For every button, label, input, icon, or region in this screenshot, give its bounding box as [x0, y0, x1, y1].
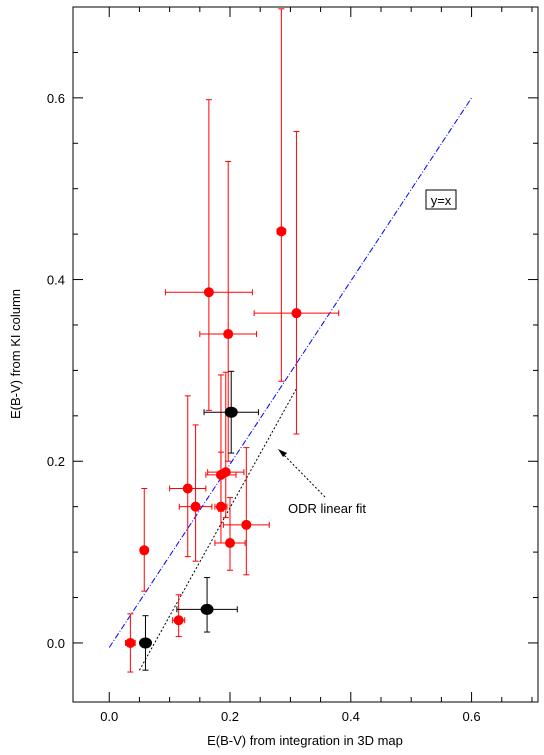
marker: [276, 226, 287, 237]
black-data-point: [203, 370, 259, 454]
red-data-point: [253, 130, 340, 435]
red-data-point: [139, 488, 150, 592]
red-data-point: [125, 613, 136, 673]
identity-line: [108, 97, 472, 648]
x-tick-label: 0.2: [221, 709, 239, 724]
red-data-point: [207, 371, 245, 519]
red-data-point: [164, 99, 253, 411]
plot-frame: [72, 6, 539, 703]
marker: [220, 467, 231, 478]
x-tick-label: 0.0: [100, 709, 118, 724]
fit-arrow-head: [278, 449, 287, 457]
marker: [190, 501, 201, 512]
marker: [215, 501, 226, 512]
yx-label-box: [425, 189, 457, 210]
red-data-point: [276, 8, 287, 382]
marker: [241, 519, 252, 530]
marker: [291, 308, 302, 319]
data-points-layer: [125, 8, 340, 673]
fit-arrow-line: [280, 451, 326, 498]
y-tick-label: 0.2: [47, 454, 65, 469]
marker: [139, 545, 150, 556]
marker: [173, 615, 184, 626]
x-axis-label: E(B-V) from integration in 3D map: [207, 733, 403, 748]
yx-label: y=x: [431, 193, 452, 208]
red-data-point: [222, 447, 270, 576]
y-tick-label: 0.6: [47, 91, 65, 106]
odr-fit-line: [138, 388, 297, 671]
red-data-point: [214, 451, 228, 544]
red-data-point: [214, 497, 246, 571]
y-tick-label: 0.4: [47, 273, 65, 288]
black-data-point: [138, 615, 152, 671]
red-data-point: [169, 395, 207, 558]
marker: [203, 287, 214, 298]
marker: [200, 603, 214, 615]
marker: [224, 406, 238, 418]
marker: [138, 637, 152, 649]
marker: [225, 538, 236, 549]
x-tick-label: 0.6: [463, 709, 481, 724]
x-tick-label: 0.4: [342, 709, 360, 724]
marker: [125, 637, 136, 648]
fit-label: ODR linear fit: [288, 501, 366, 516]
red-data-point: [178, 424, 213, 562]
black-data-point: [176, 577, 238, 633]
y-axis-label: E(B-V) from KI column: [8, 289, 23, 419]
red-data-point: [172, 594, 186, 638]
ticks-layer: 0.0 0.2 0.4 0.6 0.0 0.2 0.4 0.6: [47, 6, 538, 724]
marker: [182, 483, 193, 494]
reference-lines-layer: [108, 97, 472, 671]
y-tick-label: 0.0: [47, 636, 65, 651]
marker: [223, 329, 234, 340]
